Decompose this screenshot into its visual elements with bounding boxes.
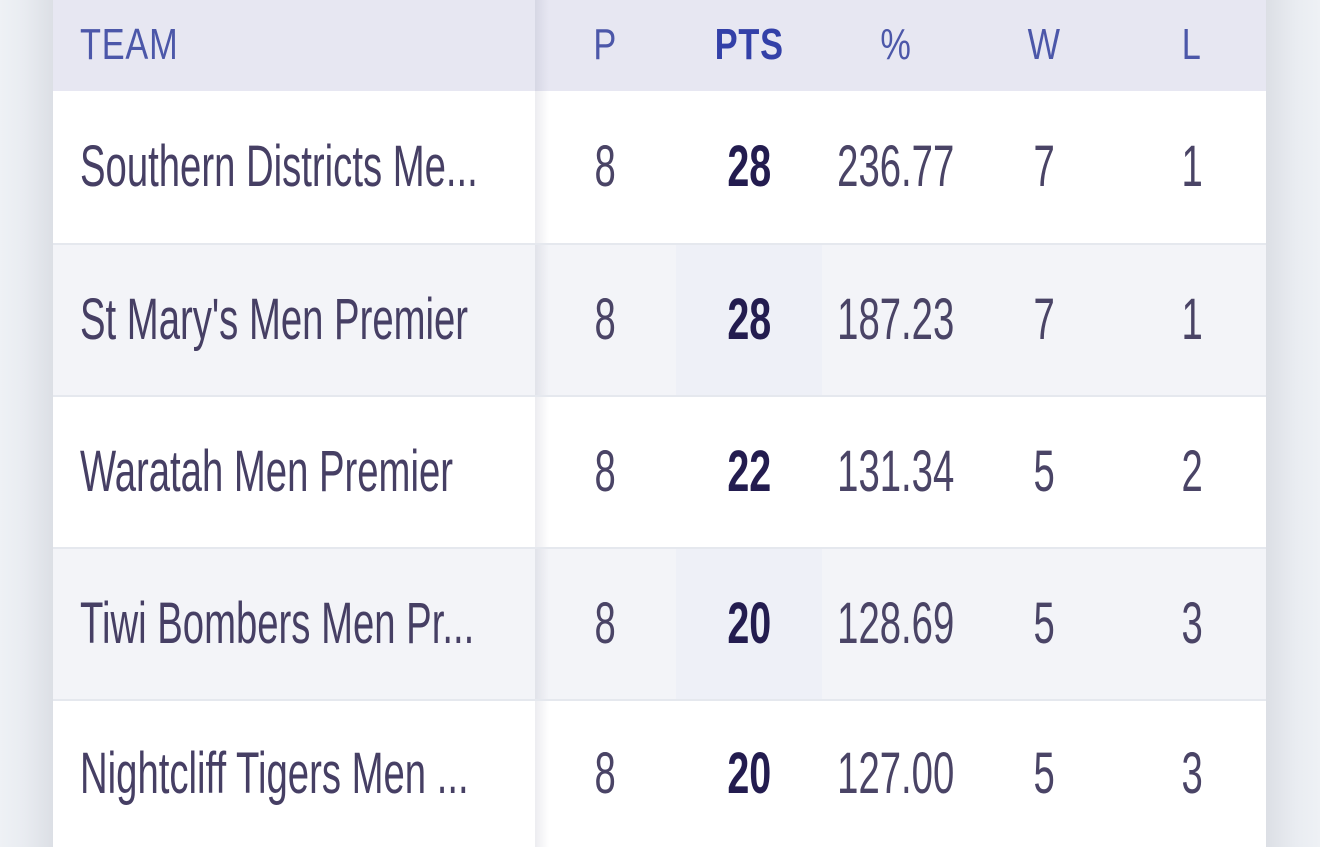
wins-value: 5	[1033, 741, 1055, 807]
percentage-cell: 236.77	[822, 91, 970, 243]
percentage-cell: 131.34	[822, 397, 970, 547]
column-header-percentage[interactable]: %	[822, 0, 970, 91]
row-stats-section: 8 28 187.23 7 1	[535, 245, 1266, 395]
wins-value: 5	[1033, 439, 1055, 505]
percentage-value: 127.00	[837, 741, 955, 807]
played-value: 8	[594, 591, 617, 657]
losses-cell: 3	[1118, 701, 1266, 847]
column-header-losses-label: L	[1182, 20, 1202, 70]
played-value: 8	[594, 134, 617, 200]
played-value: 8	[594, 287, 617, 353]
wins-value: 5	[1033, 591, 1055, 657]
losses-cell: 3	[1118, 549, 1266, 699]
played-cell: 8	[535, 701, 676, 847]
table-header-row: TEAM P PTS % W L	[53, 0, 1266, 91]
points-value: 20	[727, 591, 771, 657]
losses-cell: 1	[1118, 245, 1266, 395]
column-header-played[interactable]: P	[535, 0, 676, 91]
team-name: Waratah Men Premier	[80, 439, 453, 505]
team-cell: St Mary's Men Premier	[53, 245, 535, 395]
team-name: Tiwi Bombers Men Pr...	[80, 591, 475, 657]
points-value: 28	[727, 287, 771, 353]
table-body: Southern Districts Me... 8 28 236.77 7 1 St Ma…	[53, 91, 1266, 847]
played-value: 8	[594, 741, 617, 807]
column-header-percentage-label: %	[880, 20, 912, 70]
wins-cell: 5	[970, 397, 1118, 547]
ladder-row[interactable]: Waratah Men Premier 8 22 131.34 5 2	[53, 395, 1266, 547]
column-header-played-label: P	[593, 20, 618, 70]
ladder-table: TEAM P PTS % W L Southern Dist	[53, 0, 1266, 847]
column-header-losses[interactable]: L	[1118, 0, 1266, 91]
ladder-row[interactable]: St Mary's Men Premier 8 28 187.23 7 1	[53, 243, 1266, 395]
ladder-row[interactable]: Nightcliff Tigers Men ... 8 20 127.00 5 3	[53, 699, 1266, 847]
played-cell: 8	[535, 549, 676, 699]
points-value: 28	[727, 134, 771, 200]
right-scroll-shadow	[1266, 0, 1320, 847]
wins-cell: 5	[970, 701, 1118, 847]
team-cell: Waratah Men Premier	[53, 397, 535, 547]
wins-cell: 7	[970, 245, 1118, 395]
team-name: Nightcliff Tigers Men ...	[80, 741, 469, 807]
points-value: 22	[727, 439, 771, 505]
percentage-value: 187.23	[837, 287, 955, 353]
column-header-wins[interactable]: W	[970, 0, 1118, 91]
points-value: 20	[727, 741, 771, 807]
percentage-value: 236.77	[837, 134, 955, 200]
team-name: Southern Districts Me...	[80, 134, 478, 200]
row-stats-section: 8 22 131.34 5 2	[535, 397, 1266, 547]
losses-cell: 1	[1118, 91, 1266, 243]
points-cell: 22	[676, 397, 822, 547]
points-cell: 28	[676, 91, 822, 243]
played-cell: 8	[535, 397, 676, 547]
row-stats-section: 8 28 236.77 7 1	[535, 91, 1266, 243]
losses-value: 1	[1181, 287, 1203, 353]
losses-value: 2	[1181, 439, 1203, 505]
column-header-team[interactable]: TEAM	[53, 0, 535, 91]
team-cell: Tiwi Bombers Men Pr...	[53, 549, 535, 699]
row-stats-section: 8 20 127.00 5 3	[535, 701, 1266, 847]
points-cell: 20	[676, 549, 822, 699]
played-cell: 8	[535, 91, 676, 243]
team-cell: Nightcliff Tigers Men ...	[53, 701, 535, 847]
losses-value: 3	[1181, 741, 1203, 807]
percentage-value: 131.34	[837, 439, 955, 505]
wins-value: 7	[1033, 287, 1055, 353]
column-header-points[interactable]: PTS	[676, 0, 822, 91]
column-header-team-label: TEAM	[80, 20, 179, 70]
played-cell: 8	[535, 245, 676, 395]
percentage-cell: 127.00	[822, 701, 970, 847]
column-header-points-label: PTS	[714, 20, 784, 70]
column-header-wins-label: W	[1027, 20, 1061, 70]
played-value: 8	[594, 439, 617, 505]
losses-value: 3	[1181, 591, 1203, 657]
ladder-row[interactable]: Southern Districts Me... 8 28 236.77 7 1	[53, 91, 1266, 243]
wins-value: 7	[1033, 134, 1055, 200]
points-cell: 28	[676, 245, 822, 395]
percentage-cell: 128.69	[822, 549, 970, 699]
ladder-row[interactable]: Tiwi Bombers Men Pr... 8 20 128.69 5 3	[53, 547, 1266, 699]
wins-cell: 5	[970, 549, 1118, 699]
row-stats-section: 8 20 128.69 5 3	[535, 549, 1266, 699]
percentage-cell: 187.23	[822, 245, 970, 395]
team-name: St Mary's Men Premier	[80, 287, 469, 353]
wins-cell: 7	[970, 91, 1118, 243]
percentage-value: 128.69	[837, 591, 955, 657]
points-cell: 20	[676, 701, 822, 847]
header-stats-section: P PTS % W L	[535, 0, 1266, 91]
left-scroll-shadow	[0, 0, 53, 847]
losses-value: 1	[1181, 134, 1203, 200]
team-cell: Southern Districts Me...	[53, 91, 535, 243]
losses-cell: 2	[1118, 397, 1266, 547]
